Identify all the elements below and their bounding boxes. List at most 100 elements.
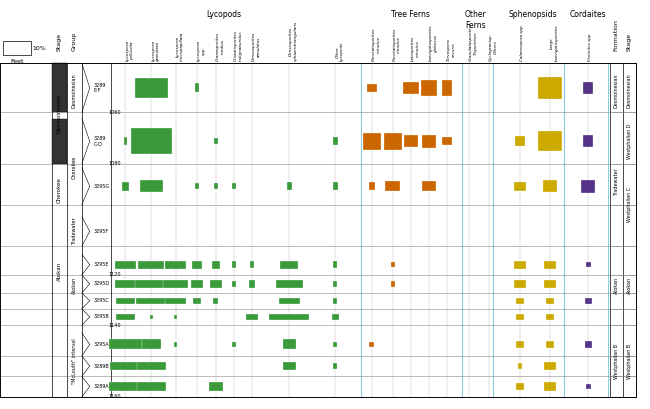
Text: Cristatisporites
indignabundus: Cristatisporites indignabundus — [234, 30, 242, 61]
Bar — [544, 362, 556, 370]
Bar — [283, 362, 296, 370]
Text: 3295E: 3295E — [94, 262, 109, 267]
Bar — [515, 136, 525, 146]
Text: Punctatisporites
minutus: Punctatisporites minutus — [393, 28, 401, 61]
Text: 3295C: 3295C — [94, 298, 109, 303]
Bar — [287, 182, 292, 190]
Text: Lycospora
pellucida: Lycospora pellucida — [125, 40, 134, 61]
Text: Westphalian B: Westphalian B — [627, 344, 632, 378]
Bar — [136, 382, 166, 391]
Bar — [422, 135, 436, 148]
Bar — [333, 298, 337, 303]
Bar — [544, 382, 556, 391]
Text: Tradewater: Tradewater — [614, 169, 619, 196]
Text: Atokan: Atokan — [57, 261, 62, 281]
Bar — [52, 119, 67, 164]
Text: Calamospora spp.: Calamospora spp. — [520, 25, 524, 61]
Bar — [232, 281, 236, 287]
Text: Densosporites
annulatus: Densosporites annulatus — [252, 32, 261, 61]
Text: Other
Lycopods: Other Lycopods — [335, 42, 344, 61]
Bar — [333, 137, 338, 145]
Text: 3289A: 3289A — [94, 384, 109, 389]
Bar — [514, 182, 526, 191]
Text: Other
Ferns: Other Ferns — [465, 10, 487, 29]
Bar — [333, 342, 337, 347]
Text: "McLouth" interval: "McLouth" interval — [72, 338, 77, 384]
Text: Group: Group — [72, 32, 77, 51]
Text: Cordaites: Cordaites — [570, 10, 606, 19]
Bar — [544, 261, 556, 269]
Text: Atokan: Atokan — [72, 277, 77, 294]
Bar — [232, 261, 236, 268]
Text: 1160: 1160 — [109, 394, 121, 399]
Text: Stage: Stage — [57, 33, 62, 51]
Bar — [246, 314, 258, 320]
Text: Florinites spp.: Florinites spp. — [588, 33, 592, 61]
Text: Sphenopsids: Sphenopsids — [509, 10, 557, 19]
Bar — [585, 341, 592, 348]
Bar — [333, 363, 337, 369]
Bar — [232, 342, 236, 347]
Bar — [165, 261, 186, 269]
Bar — [136, 362, 166, 370]
Bar — [214, 138, 218, 144]
Bar — [543, 180, 557, 192]
Text: 3295F: 3295F — [94, 229, 109, 234]
Bar — [546, 341, 554, 348]
Bar — [442, 80, 452, 96]
Bar — [210, 280, 222, 288]
Bar — [516, 314, 524, 320]
Bar — [136, 298, 167, 304]
Bar — [115, 280, 136, 288]
Text: Laevigatosporites
globosus: Laevigatosporites globosus — [429, 25, 437, 61]
Text: Tree Ferns: Tree Ferns — [391, 10, 430, 19]
Bar — [421, 80, 437, 96]
Text: Lycospora
spp.: Lycospora spp. — [197, 40, 205, 61]
Text: Westphalian B: Westphalian B — [614, 344, 619, 378]
Bar — [150, 315, 153, 319]
Text: Stage: Stage — [627, 33, 632, 51]
Bar — [191, 280, 203, 288]
Bar — [116, 298, 135, 304]
Text: 10%: 10% — [32, 45, 46, 51]
Bar — [422, 181, 436, 191]
Bar — [138, 261, 164, 269]
Text: 1060: 1060 — [109, 110, 121, 115]
Text: Granulatasporites
Triquetrites: Granulatasporites Triquetrites — [469, 25, 478, 61]
Text: Densosporites
sphaerotriangularis: Densosporites sphaerotriangularis — [289, 21, 298, 61]
Bar — [163, 280, 188, 288]
Text: Lycospora
micropapillata: Lycospora micropapillata — [176, 32, 184, 61]
Text: 3295A: 3295A — [94, 342, 109, 347]
Bar — [333, 182, 338, 190]
Bar — [174, 315, 177, 319]
Bar — [586, 384, 591, 389]
Bar — [269, 314, 309, 320]
Bar — [195, 183, 199, 189]
Text: Formation: Formation — [614, 19, 619, 51]
Bar — [280, 261, 298, 269]
Bar — [232, 183, 236, 189]
Text: Desmoinesian: Desmoinesian — [72, 74, 77, 108]
Text: Feet: Feet — [10, 59, 23, 64]
Bar — [404, 135, 418, 147]
Text: Torvospora
securis: Torvospora securis — [447, 38, 456, 61]
Bar — [195, 83, 199, 92]
Text: 3295B: 3295B — [94, 315, 109, 319]
Text: Punctatisporites
minutus: Punctatisporites minutus — [372, 28, 380, 61]
Bar — [516, 341, 524, 348]
Text: Latosporites
minutus: Latosporites minutus — [411, 36, 419, 61]
Bar — [585, 298, 592, 304]
Text: Cherokee: Cherokee — [72, 156, 77, 179]
Bar — [369, 342, 374, 347]
Bar — [110, 362, 141, 370]
Bar — [538, 131, 562, 151]
Text: Atokan: Atokan — [627, 277, 632, 294]
Bar — [586, 262, 591, 267]
Text: 1080: 1080 — [109, 161, 121, 166]
Bar — [279, 298, 300, 304]
Bar — [283, 339, 296, 349]
Text: Granasporites
medius: Granasporites medius — [216, 32, 224, 61]
Text: Lycospora
granulata: Lycospora granulata — [151, 40, 160, 61]
Bar — [193, 298, 201, 304]
Bar — [546, 314, 554, 320]
